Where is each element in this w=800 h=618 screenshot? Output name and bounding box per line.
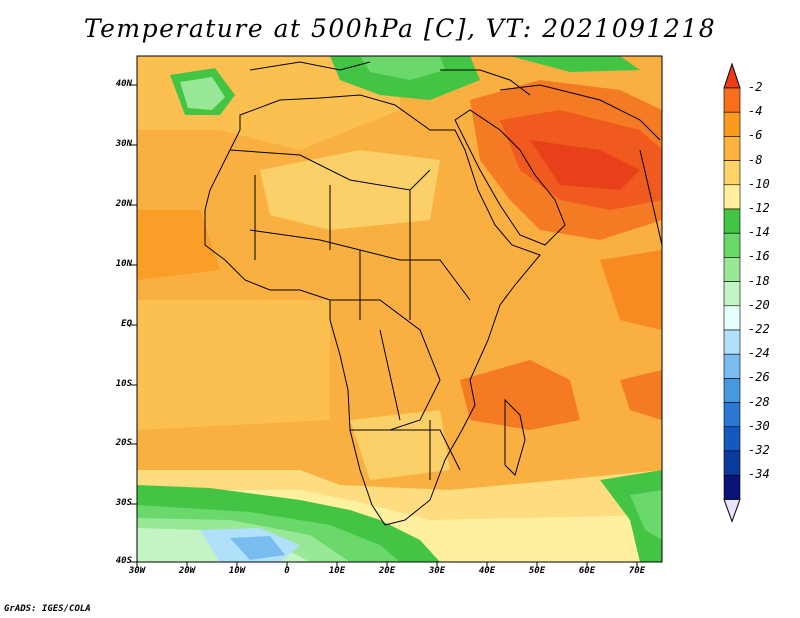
- coastlines: [204, 61, 663, 526]
- colorbar-box: [723, 257, 741, 282]
- map-frame: [136, 55, 663, 563]
- lon-label: 10E: [328, 566, 346, 576]
- colorbar-box: [723, 208, 741, 234]
- colorbar-box: [723, 232, 741, 258]
- lat-label: 20S: [115, 438, 132, 448]
- lat-label: 20N: [115, 199, 132, 209]
- lon-label: 30W: [128, 566, 146, 576]
- credit-text: GrADS: IGES/COLA: [4, 604, 91, 614]
- chart-title: Temperature at 500hPa [C], VT: 202109121…: [83, 14, 717, 43]
- colorbar-box: [723, 474, 741, 500]
- lon-label: 60E: [578, 566, 596, 576]
- colorbar-label: -26: [748, 370, 770, 385]
- colorbar-min-arrow: [723, 498, 741, 523]
- colorbar-box: [723, 305, 741, 331]
- lat-label: 30S: [115, 498, 132, 508]
- lat-label: 40N: [115, 79, 132, 89]
- colorbar-label: -10: [748, 176, 770, 191]
- colorbar-label: -32: [748, 443, 770, 457]
- colorbar-label: -12: [748, 201, 770, 215]
- colorbar-label: -2: [748, 80, 763, 94]
- axis-ticks: [131, 84, 638, 568]
- colorbar-box: [723, 402, 741, 428]
- colorbar-box: [723, 378, 741, 403]
- colorbar-label: -20: [748, 297, 770, 312]
- colorbar-box: [723, 329, 741, 355]
- colorbar-label: -28: [748, 394, 770, 409]
- lat-label: 40S: [115, 556, 132, 566]
- colorbar-label: -16: [748, 249, 770, 264]
- colorbar-box: [723, 353, 741, 379]
- colorbar-label: -6: [748, 128, 763, 143]
- lon-label: 70E: [628, 566, 646, 576]
- lon-label: 20E: [378, 566, 396, 576]
- lon-label: 50E: [528, 566, 546, 576]
- colorbar-box: [723, 281, 741, 307]
- colorbar-label: -18: [748, 273, 770, 288]
- lon-label: 10W: [228, 566, 246, 576]
- lat-label: 10N: [115, 259, 132, 269]
- colorbar-label: -24: [748, 346, 770, 361]
- colorbar-label: -4: [748, 104, 763, 119]
- lat-label: EQ: [121, 319, 132, 329]
- lat-label: 30N: [115, 139, 132, 149]
- lon-label: 0: [284, 566, 290, 576]
- colorbar-boxes: [723, 62, 741, 523]
- lon-label: 30E: [428, 566, 446, 576]
- lat-label: 10S: [115, 379, 132, 389]
- colorbar-box: [723, 450, 741, 476]
- colorbar-box: [723, 184, 741, 210]
- colorbar-label: -30: [748, 418, 770, 433]
- colorbar-label: -22: [748, 322, 770, 336]
- colorbar-box: [723, 160, 741, 186]
- colorbar-box: [723, 111, 741, 137]
- colorbar-box: [723, 87, 741, 113]
- colorbar-label: -8: [748, 152, 763, 167]
- colorbar-box: [723, 426, 741, 452]
- colorbar-label: -34: [748, 467, 770, 482]
- lon-label: 20W: [178, 566, 196, 576]
- temperature-fill: [137, 56, 662, 562]
- colorbar-label: -14: [748, 225, 770, 240]
- colorbar-box: [723, 136, 741, 161]
- lon-label: 40E: [478, 566, 496, 576]
- colorbar-max-arrow: [723, 62, 741, 89]
